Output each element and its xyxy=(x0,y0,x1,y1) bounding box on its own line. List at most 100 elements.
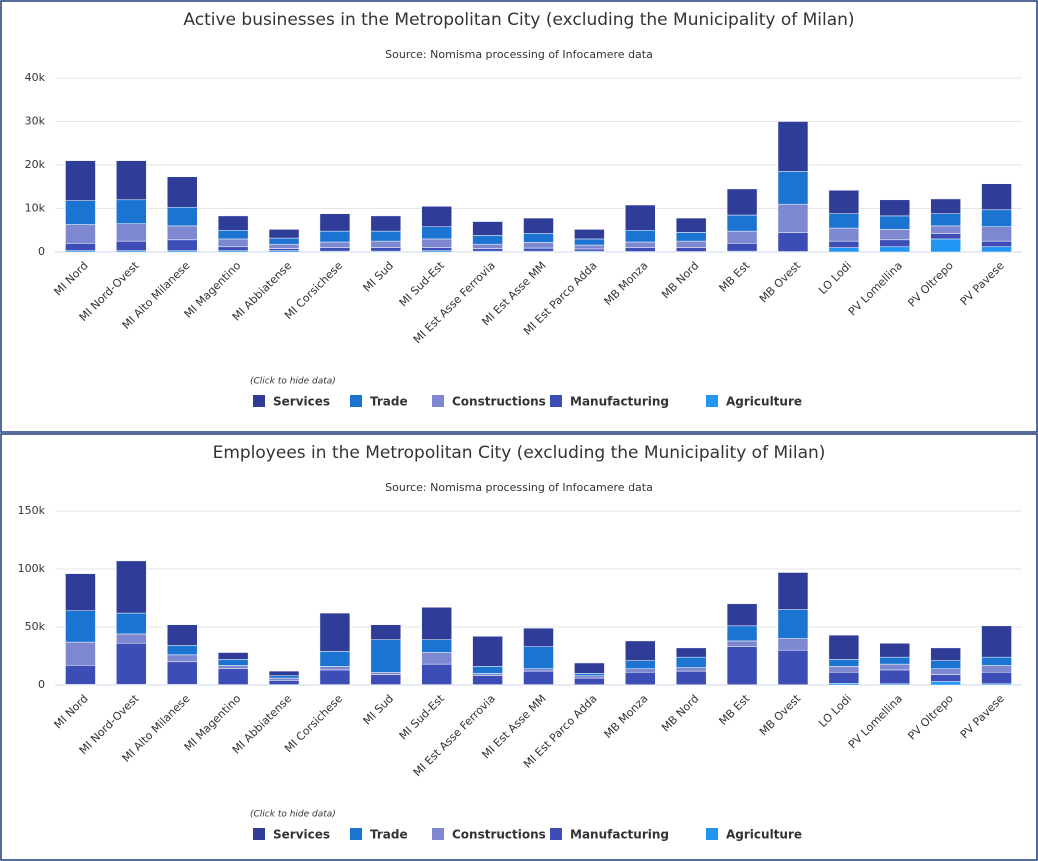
bar-segment xyxy=(828,666,860,673)
x-tick-label: PV Oltrepo xyxy=(905,692,956,743)
bar-segment xyxy=(268,680,300,685)
bar-segment xyxy=(879,199,911,217)
chart-title: Active businesses in the Metropolitan Ci… xyxy=(183,10,854,30)
legend-label[interactable]: Constructions xyxy=(452,395,546,409)
bar-segment xyxy=(930,225,961,234)
legend-swatch[interactable] xyxy=(350,828,362,840)
bar-segment xyxy=(879,663,911,671)
bar-segment xyxy=(421,206,452,228)
bar-segment xyxy=(726,625,758,642)
bar-segment xyxy=(116,240,147,251)
bar-segment xyxy=(879,642,911,658)
legend-label[interactable]: Manufacturing xyxy=(570,395,669,409)
bar-segment xyxy=(777,203,809,233)
bar-segment xyxy=(65,665,96,685)
bar-segment xyxy=(625,640,656,661)
legend-label[interactable]: Agriculture xyxy=(726,395,802,409)
legend-label[interactable]: Agriculture xyxy=(726,828,802,842)
y-tick-label: 50k xyxy=(25,620,46,633)
bar-segment xyxy=(116,199,147,224)
legend-label[interactable]: Trade xyxy=(370,395,408,409)
bar-segment xyxy=(421,247,452,251)
chart: Active businesses in the Metropolitan Ci… xyxy=(0,0,1038,433)
bar-segment xyxy=(828,683,860,686)
bar-segment xyxy=(472,636,503,667)
y-tick-label: 150k xyxy=(18,504,46,517)
bar-segment xyxy=(370,674,402,685)
bar-segment xyxy=(675,247,707,252)
bar-segment xyxy=(319,669,351,685)
bar-segment xyxy=(421,226,452,240)
bar-segment xyxy=(65,160,96,201)
bar-segment xyxy=(777,609,809,639)
bar-segment xyxy=(930,668,961,675)
y-tick-label: 30k xyxy=(25,115,46,128)
x-tick-label: MB Est xyxy=(717,259,753,295)
y-tick-label: 0 xyxy=(38,245,45,258)
bar-segment xyxy=(930,647,961,661)
bar-segment xyxy=(217,246,249,251)
frame xyxy=(0,433,1038,861)
x-tick-label: PV Lomellina xyxy=(846,692,905,751)
bar-segment xyxy=(574,229,605,240)
legend-swatch[interactable] xyxy=(706,828,718,840)
legend-swatch[interactable] xyxy=(350,395,362,407)
x-tick-label: MB Nord xyxy=(659,259,701,301)
bar-segment xyxy=(65,200,96,225)
legend-label[interactable]: Services xyxy=(273,395,330,409)
bar-segment xyxy=(370,240,402,248)
bar-segment xyxy=(777,638,809,651)
bar-segment xyxy=(472,248,503,252)
bar-segment xyxy=(166,176,198,208)
bar-segment xyxy=(726,188,758,216)
legend-swatch[interactable] xyxy=(550,395,562,407)
bar-segment xyxy=(828,227,860,242)
bar-segment xyxy=(981,240,1012,248)
bar-segment xyxy=(319,612,351,652)
bar-segment xyxy=(625,668,656,673)
bar-segment xyxy=(319,247,351,252)
x-tick-label: LO Lodi xyxy=(816,692,854,730)
legend-hint: (Click to hide data) xyxy=(250,377,336,387)
bar-segment xyxy=(930,238,961,253)
legend-label[interactable]: Services xyxy=(273,828,330,842)
x-tick-label: PV Pavese xyxy=(958,259,1007,308)
bar-segment xyxy=(65,610,96,643)
legend-swatch[interactable] xyxy=(253,395,265,407)
bar-segment xyxy=(421,639,452,653)
legend-swatch[interactable] xyxy=(706,395,718,407)
bar-segment xyxy=(370,247,402,252)
legend-swatch[interactable] xyxy=(550,828,562,840)
x-tick-label: PV Oltrepo xyxy=(905,259,956,310)
legend-label[interactable]: Constructions xyxy=(452,828,546,842)
y-tick-label: 10k xyxy=(25,202,46,215)
bar-segment xyxy=(777,232,809,252)
bar-segment xyxy=(574,675,605,679)
bar-segment xyxy=(268,248,300,251)
bar-segment xyxy=(828,240,860,248)
bar-segment xyxy=(217,665,249,670)
bar-segment xyxy=(777,572,809,610)
legend-swatch[interactable] xyxy=(432,395,444,407)
legend-label[interactable]: Manufacturing xyxy=(570,828,669,842)
bar-segment xyxy=(268,243,300,249)
bar-segment xyxy=(574,244,605,250)
x-tick-label: MB Est xyxy=(717,692,753,728)
bar-segment xyxy=(217,668,249,685)
bar-segment xyxy=(65,224,96,244)
bar-segment xyxy=(523,233,554,243)
bar-segment xyxy=(370,671,402,675)
legend-swatch[interactable] xyxy=(253,828,265,840)
bar-segment xyxy=(981,671,1012,685)
legend-swatch[interactable] xyxy=(432,828,444,840)
bar-segment xyxy=(675,240,707,248)
bar-segment xyxy=(574,673,605,676)
bar-segment xyxy=(319,213,351,232)
legend-label[interactable]: Trade xyxy=(370,828,408,842)
bar-segment xyxy=(879,239,911,248)
bar-segment xyxy=(828,634,860,660)
bar-segment xyxy=(268,229,300,239)
bar-segment xyxy=(166,225,198,241)
bar-segment xyxy=(523,670,554,685)
bar-segment xyxy=(370,230,402,242)
